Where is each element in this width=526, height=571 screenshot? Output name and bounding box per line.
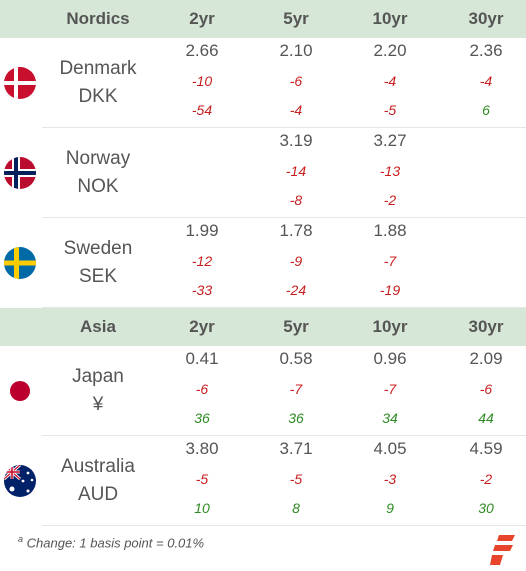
footnote: a Change: 1 basis point = 0.01% (18, 534, 205, 551)
change-2: 30 (478, 500, 494, 516)
row-divider (42, 435, 526, 436)
yield-value: 3.27 (373, 131, 407, 150)
change-2: 6 (482, 102, 490, 118)
row-divider (42, 217, 526, 218)
change-2: 8 (292, 500, 300, 516)
yield-value: 2.20 (373, 41, 407, 60)
change-1: -14 (285, 163, 307, 179)
section-title: Asia (80, 317, 116, 336)
change-1: -5 (289, 471, 303, 487)
yield-value: 1.88 (373, 221, 407, 240)
table-row: Denmark DKK 2.66 -10 -54 2.10 -6 -4 2.20 -4 -5 2.36… (0, 38, 526, 128)
section-header-nordics: Nordics 2yr 5yr 10yr 30yr (0, 0, 526, 38)
denmark-flag-icon (4, 67, 36, 99)
currency-label: SEK (78, 266, 118, 287)
yield-value: 1.99 (185, 221, 219, 240)
change-2: -54 (191, 102, 213, 118)
yield-value: 4.59 (469, 439, 503, 458)
change-2: 9 (386, 500, 394, 516)
table-row: Sweden SEK 1.99 -12 -33 1.78 -9 -24 1.88 -7 -19 (0, 218, 526, 308)
change-2: 34 (382, 410, 398, 426)
column-header-10yr: 10yr (372, 9, 408, 28)
row-divider (42, 525, 526, 526)
change-1: -10 (191, 73, 213, 89)
section-title: Nordics (66, 9, 130, 28)
change-2: -4 (289, 102, 303, 118)
table-row: Japan ¥0.41 -6 36 0.58 -7 36 0.96 -7 34 2.09 -6 44 (0, 346, 526, 436)
country-name: Sweden SEK (44, 235, 152, 291)
country-name: Norway NOK (44, 145, 152, 201)
change-1: -2 (479, 471, 493, 487)
yield-value: 2.09 (469, 349, 503, 368)
change-1: -7 (383, 381, 397, 397)
currency-label: ¥ (92, 394, 104, 415)
change-2: -8 (289, 192, 303, 208)
row-divider (42, 127, 526, 128)
yield-value: 2.10 (279, 41, 313, 60)
yield-value: 0.58 (279, 349, 313, 368)
currency-label: NOK (77, 176, 119, 197)
brand-logo-icon (490, 535, 515, 565)
row-divider (42, 307, 526, 308)
norway-flag-icon (4, 157, 36, 189)
change-2: 36 (194, 410, 210, 426)
change-1: -4 (383, 73, 397, 89)
change-1: -6 (289, 73, 303, 89)
change-1: -6 (479, 381, 493, 397)
yield-value: 4.05 (373, 439, 407, 458)
currency-label: AUD (77, 484, 119, 505)
country-label: Sweden (63, 238, 133, 259)
country-name: Denmark DKK (44, 55, 152, 111)
yield-value: 2.66 (185, 41, 219, 60)
column-header-5yr: 5yr (283, 317, 309, 336)
footnote-text: Change: 1 basis point = 0.01% (26, 535, 205, 551)
column-header-2yr: 2yr (189, 317, 215, 336)
column-header-2yr: 2yr (189, 9, 215, 28)
country-label: Japan (72, 366, 124, 387)
australia-flag-icon (4, 465, 36, 497)
country-label: Norway (65, 148, 131, 169)
country-name: Japan ¥ (44, 363, 152, 419)
sweden-flag-icon (4, 247, 36, 279)
change-1: -9 (289, 253, 303, 269)
country-label: Denmark (59, 58, 137, 79)
change-1: -4 (479, 73, 493, 89)
table-row: Australia AUD 3.80 -5 10 3.71 -5 8 4.05 -3 9 4.59 -2… (0, 436, 526, 526)
column-header-30yr: 30yr (468, 317, 504, 336)
change-1: -5 (195, 471, 209, 487)
change-2: -5 (383, 102, 397, 118)
change-2: -19 (379, 282, 401, 298)
change-2: 44 (478, 410, 494, 426)
yield-value: 3.71 (279, 439, 313, 458)
column-header-10yr: 10yr (372, 317, 408, 336)
section-header-asia: Asia 2yr 5yr 10yr 30yr (0, 308, 526, 346)
yield-value: 3.80 (185, 439, 219, 458)
change-1: -12 (191, 253, 213, 269)
yield-value: 0.96 (373, 349, 407, 368)
change-2: 36 (288, 410, 304, 426)
yield-value: 1.78 (279, 221, 313, 240)
table-row: Norway NOK 3.19 -14 -8 3.27 -13 -2 (0, 128, 526, 218)
change-2: 10 (194, 500, 210, 516)
change-1: -3 (383, 471, 397, 487)
country-label: Australia (61, 456, 135, 477)
change-2: -24 (285, 282, 307, 298)
change-1: -6 (195, 381, 209, 397)
change-1: -7 (383, 253, 397, 269)
change-1: -13 (379, 163, 401, 179)
japan-flag-icon (4, 375, 36, 407)
change-1: -7 (289, 381, 303, 397)
column-header-5yr: 5yr (283, 9, 309, 28)
currency-label: DKK (78, 86, 118, 107)
change-2: -33 (191, 282, 213, 298)
yield-value: 0.41 (185, 349, 219, 368)
yield-value: 2.36 (469, 41, 503, 60)
yield-value: 3.19 (279, 131, 313, 150)
change-2: -2 (383, 192, 397, 208)
column-header-30yr: 30yr (468, 9, 504, 28)
country-name: Australia AUD (44, 453, 152, 509)
